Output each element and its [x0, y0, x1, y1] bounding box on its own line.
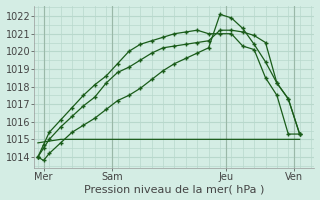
- X-axis label: Pression niveau de la mer( hPa ): Pression niveau de la mer( hPa ): [84, 184, 265, 194]
